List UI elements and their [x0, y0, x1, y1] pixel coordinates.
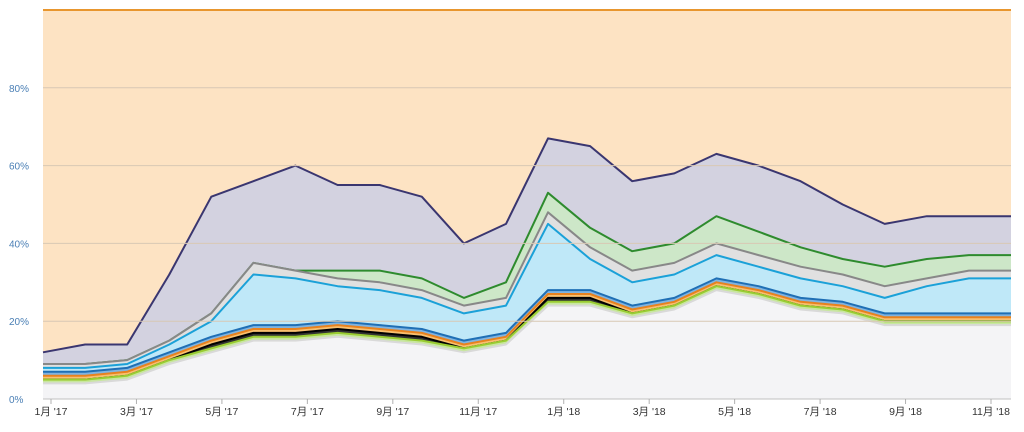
- x-tick-label: 5月 '18: [718, 406, 751, 418]
- series-line-series-grey[interactable]: [43, 211, 1011, 365]
- x-tick-label: 9月 '18: [889, 406, 922, 418]
- x-tick-label: 9月 '17: [376, 406, 409, 418]
- y-tick-label: 60%: [9, 162, 29, 173]
- x-tick-label: 1月 '18: [547, 406, 580, 418]
- x-tick-label: 11月 '17: [459, 406, 497, 418]
- series-line-series-blue-dark[interactable]: [43, 277, 1011, 373]
- area-band-base: [43, 290, 1011, 399]
- y-tick-label: 40%: [9, 239, 29, 250]
- x-tick-label: 5月 '17: [205, 406, 238, 418]
- x-tick-label: 3月 '18: [633, 406, 666, 418]
- series-line-series-cyan[interactable]: [43, 222, 1011, 369]
- x-tick-label: 7月 '18: [804, 406, 837, 418]
- series-line-series-navy[interactable]: [42, 137, 1011, 354]
- y-tick-label: 80%: [9, 84, 29, 95]
- x-tick-label: 11月 '18: [972, 406, 1010, 418]
- y-tick-label: 0%: [9, 395, 24, 406]
- series-line-base[interactable]: [43, 289, 1011, 385]
- x-tick-label: 7月 '17: [291, 406, 324, 418]
- x-tick-label: 1月 '17: [35, 406, 68, 418]
- series-line-series-orange[interactable]: [43, 281, 1011, 377]
- y-tick-label: 20%: [9, 317, 29, 328]
- x-tick-label: 3月 '17: [120, 406, 153, 418]
